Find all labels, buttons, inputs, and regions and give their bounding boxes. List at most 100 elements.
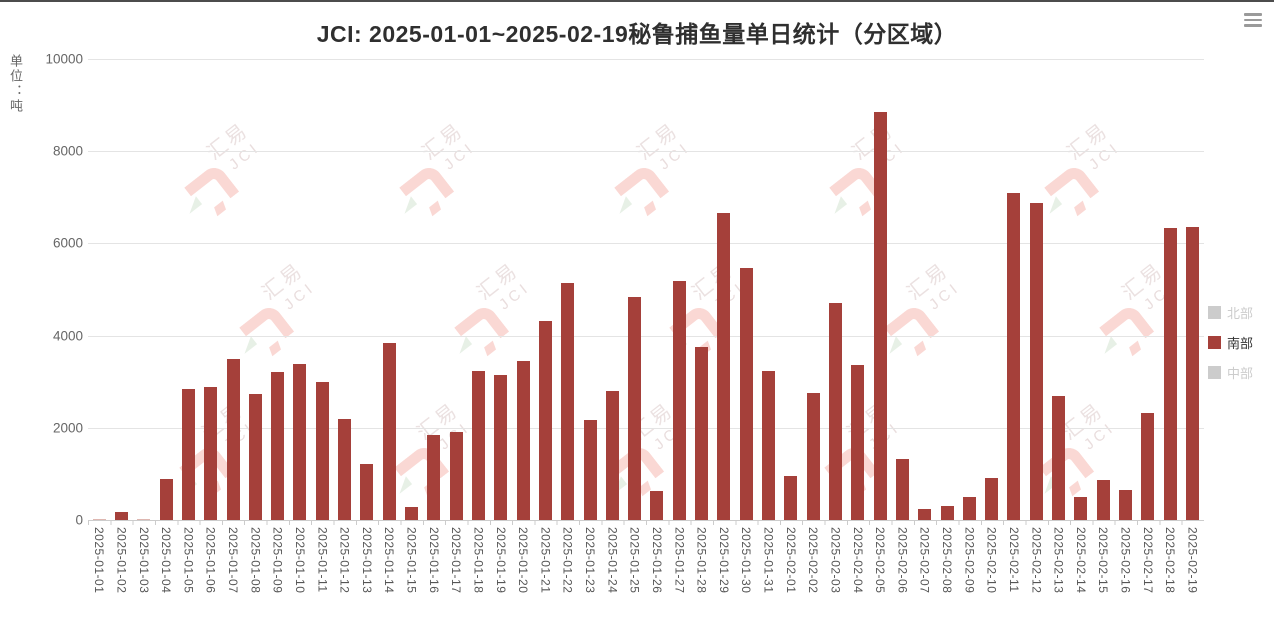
bar-2025-02-12[interactable] xyxy=(1029,202,1043,520)
gridline xyxy=(88,243,1204,245)
bar-2025-01-19[interactable] xyxy=(494,374,508,520)
bar-2025-01-29[interactable] xyxy=(717,212,731,520)
bar-2025-02-06[interactable] xyxy=(895,459,909,520)
x-label-slot: 2025-01-29 xyxy=(713,527,735,631)
x-label-slot: 2025-02-04 xyxy=(847,527,869,631)
bar-slot xyxy=(333,59,355,520)
bar-2025-02-11[interactable] xyxy=(1007,192,1021,520)
bar-2025-01-25[interactable] xyxy=(628,296,642,520)
x-label-slot: 2025-01-06 xyxy=(200,527,222,631)
bar-2025-02-02[interactable] xyxy=(806,392,820,520)
x-tick-label: 2025-01-22 xyxy=(560,527,575,594)
bar-2025-02-03[interactable] xyxy=(828,303,842,520)
bar-2025-01-28[interactable] xyxy=(695,347,709,520)
x-tick-label: 2025-02-11 xyxy=(1006,527,1021,593)
bar-2025-01-13[interactable] xyxy=(360,464,374,520)
bar-2025-01-21[interactable] xyxy=(538,321,552,520)
bar-slot xyxy=(981,59,1003,520)
bar-slot xyxy=(400,59,422,520)
bar-2025-01-26[interactable] xyxy=(650,491,664,520)
x-tick-label: 2025-02-04 xyxy=(850,527,865,594)
bar-2025-02-08[interactable] xyxy=(940,506,954,520)
bar-slot xyxy=(735,59,757,520)
bar-2025-02-14[interactable] xyxy=(1074,497,1088,520)
hamburger-menu-icon[interactable] xyxy=(1244,13,1262,28)
x-tick-label: 2025-01-09 xyxy=(270,527,285,594)
bar-2025-01-12[interactable] xyxy=(338,419,352,520)
y-tick-label: 2000 xyxy=(52,420,83,436)
x-tick-label: 2025-01-27 xyxy=(672,527,687,594)
x-tick-label: 2025-02-14 xyxy=(1073,527,1088,594)
bar-2025-01-07[interactable] xyxy=(226,359,240,520)
bar-2025-01-09[interactable] xyxy=(271,371,285,520)
x-label-slot: 2025-01-30 xyxy=(735,527,757,631)
menu-line xyxy=(1244,13,1262,16)
bar-2025-01-08[interactable] xyxy=(248,393,262,520)
x-label-slot: 2025-01-15 xyxy=(400,527,422,631)
x-label-slot: 2025-02-16 xyxy=(1114,527,1136,631)
bar-2025-01-04[interactable] xyxy=(159,478,173,520)
bar-2025-02-17[interactable] xyxy=(1141,413,1155,520)
bar-2025-01-10[interactable] xyxy=(293,363,307,520)
legend-label: 中部 xyxy=(1227,366,1254,381)
x-label-slot: 2025-01-11 xyxy=(311,527,333,631)
bar-2025-02-19[interactable] xyxy=(1185,226,1199,520)
bar-2025-01-24[interactable] xyxy=(605,391,619,520)
bar-2025-01-01[interactable] xyxy=(92,518,106,520)
x-label-slot: 2025-01-07 xyxy=(222,527,244,631)
bar-2025-01-06[interactable] xyxy=(204,386,218,520)
bar-2025-01-20[interactable] xyxy=(516,361,530,520)
x-label-slot: 2025-01-10 xyxy=(289,527,311,631)
bar-slot xyxy=(1070,59,1092,520)
bar-slot xyxy=(267,59,289,520)
bar-2025-01-30[interactable] xyxy=(739,268,753,520)
y-tick-label: 4000 xyxy=(52,328,83,344)
bar-2025-01-22[interactable] xyxy=(561,283,575,520)
x-label-slot: 2025-01-04 xyxy=(155,527,177,631)
x-tick-label: 2025-01-21 xyxy=(538,527,553,594)
bar-2025-01-05[interactable] xyxy=(181,388,195,520)
x-tick-label: 2025-01-11 xyxy=(315,527,330,593)
bar-2025-02-10[interactable] xyxy=(985,477,999,520)
bar-2025-01-17[interactable] xyxy=(449,431,463,520)
bar-slot xyxy=(1159,59,1181,520)
legend-item-南部[interactable]: 南部 xyxy=(1208,333,1272,352)
bar-2025-02-09[interactable] xyxy=(962,497,976,520)
bar-2025-02-16[interactable] xyxy=(1119,490,1133,520)
bar-2025-02-15[interactable] xyxy=(1096,480,1110,520)
legend-item-中部[interactable]: 中部 xyxy=(1208,363,1272,382)
bar-2025-01-16[interactable] xyxy=(427,434,441,520)
x-label-slot: 2025-01-01 xyxy=(88,527,110,631)
bar-slot xyxy=(289,59,311,520)
x-label-slot: 2025-02-17 xyxy=(1137,527,1159,631)
bar-slot xyxy=(200,59,222,520)
bar-2025-01-11[interactable] xyxy=(315,382,329,520)
gridline xyxy=(88,59,1204,60)
menu-line xyxy=(1244,18,1262,21)
x-tick-label: 2025-01-02 xyxy=(114,527,129,594)
bar-2025-01-03[interactable] xyxy=(137,519,151,520)
bar-2025-02-04[interactable] xyxy=(851,364,865,520)
bar-slot xyxy=(490,59,512,520)
bar-2025-02-13[interactable] xyxy=(1052,396,1066,520)
bar-2025-01-15[interactable] xyxy=(405,506,419,520)
bar-2025-02-18[interactable] xyxy=(1163,227,1177,520)
bar-2025-01-27[interactable] xyxy=(672,281,686,520)
x-tick-label: 2025-02-05 xyxy=(873,527,888,594)
bar-slot xyxy=(690,59,712,520)
legend: 北部 南部 中部 xyxy=(1208,303,1272,393)
bar-2025-02-07[interactable] xyxy=(918,509,932,520)
bar-2025-01-14[interactable] xyxy=(382,342,396,520)
bar-2025-01-31[interactable] xyxy=(762,370,776,520)
legend-item-北部[interactable]: 北部 xyxy=(1208,303,1272,322)
bar-2025-01-02[interactable] xyxy=(114,511,128,520)
bar-2025-02-05[interactable] xyxy=(873,112,887,520)
x-tick-label: 2025-01-10 xyxy=(292,527,307,594)
bar-2025-01-18[interactable] xyxy=(471,371,485,520)
x-tick-label: 2025-02-19 xyxy=(1185,527,1200,594)
x-tick-label: 2025-02-12 xyxy=(1029,527,1044,594)
x-label-slot: 2025-01-18 xyxy=(467,527,489,631)
x-tick-label: 2025-01-06 xyxy=(203,527,218,594)
bar-2025-02-01[interactable] xyxy=(784,475,798,520)
bar-2025-01-23[interactable] xyxy=(583,419,597,520)
